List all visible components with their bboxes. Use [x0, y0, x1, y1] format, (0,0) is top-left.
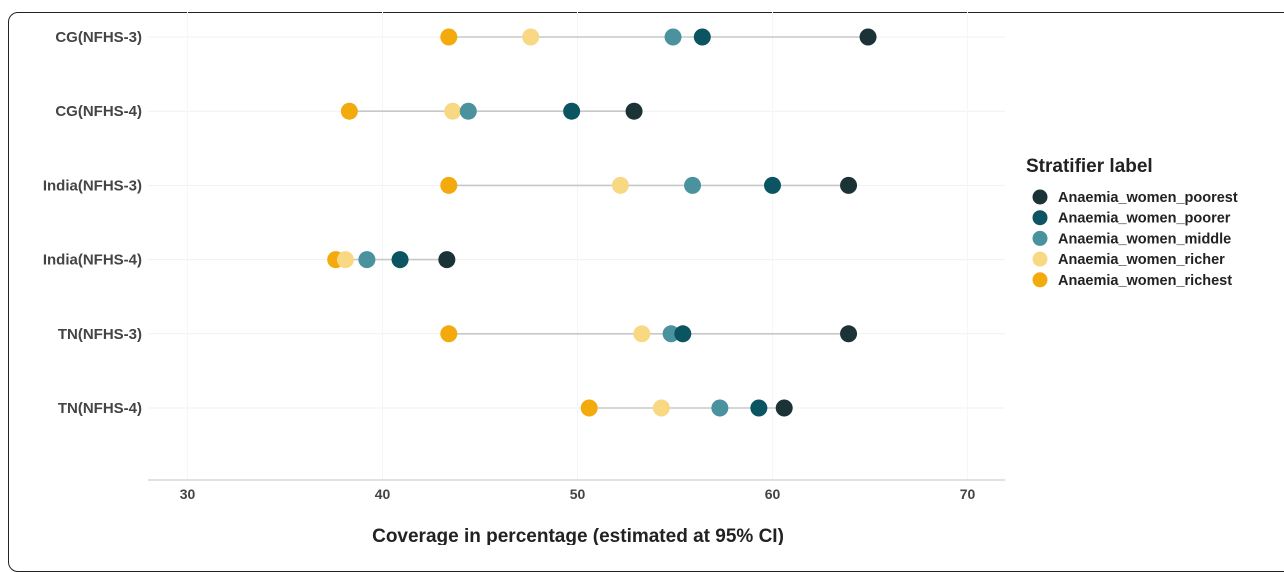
- data-point: [840, 325, 858, 343]
- data-point: [662, 325, 680, 343]
- range-segments: [335, 36, 869, 409]
- category-labels: CG(NFHS-3) CG(NFHS-4) India(NFHS-3) India(N…: [43, 29, 142, 417]
- category-label: India(NFHS-3): [43, 177, 142, 194]
- data-point: [633, 325, 651, 343]
- category-label: TN(NFHS-4): [58, 400, 142, 417]
- legend-swatch: [1032, 272, 1048, 288]
- data-point: [859, 28, 877, 46]
- data-point: [693, 28, 711, 46]
- data-point: [684, 176, 702, 194]
- data-point: [711, 399, 729, 417]
- data-point: [840, 176, 858, 194]
- legend-entry: Anaemia_women_poorer: [1058, 211, 1231, 227]
- data-point: [775, 399, 793, 417]
- data-point: [664, 28, 682, 46]
- data-point: [674, 325, 692, 343]
- data-point: [440, 325, 458, 343]
- data-point: [764, 176, 781, 194]
- data-point: [459, 102, 477, 120]
- data-point: [750, 399, 768, 417]
- grid-layer: [148, 10, 1005, 480]
- data-point: [440, 176, 458, 194]
- category-label: India(NFHS-4): [43, 252, 142, 269]
- data-point: [444, 102, 462, 120]
- x-tick-label: 70: [960, 486, 976, 502]
- data-point: [580, 399, 598, 417]
- legend-swatch: [1032, 189, 1048, 205]
- data-point: [438, 251, 456, 269]
- legend-entry: Anaemia_women_richer: [1058, 252, 1225, 268]
- legend-swatch: [1032, 230, 1048, 246]
- x-tick-label: 50: [570, 486, 586, 502]
- category-label: TN(NFHS-3): [58, 326, 142, 343]
- data-point: [625, 102, 643, 120]
- x-tick-label: 30: [180, 486, 196, 502]
- data-point: [563, 102, 581, 120]
- data-point: [358, 251, 376, 269]
- legend-swatch: [1032, 210, 1048, 226]
- data-point: [611, 176, 629, 194]
- legend-entry: Anaemia_women_middle: [1058, 231, 1231, 247]
- data-point: [522, 28, 540, 46]
- data-point: [391, 251, 409, 269]
- data-point: [336, 251, 354, 269]
- legend-entry: Anaemia_women_richest: [1058, 273, 1232, 289]
- legend: Stratifier label Anaemia_women_poorest An…: [1026, 156, 1238, 289]
- legend-swatch: [1032, 251, 1048, 267]
- x-axis-title: Coverage in percentage (estimated at 95%…: [372, 526, 784, 545]
- category-label: CG(NFHS-3): [55, 29, 142, 46]
- category-label: CG(NFHS-4): [55, 103, 142, 120]
- data-point: [652, 399, 670, 417]
- data-points: [327, 28, 877, 417]
- tick-labels: 30 40 50 60 70: [180, 486, 976, 502]
- data-point: [340, 102, 358, 120]
- data-point: [440, 28, 458, 46]
- legend-entry: Anaemia_women_poorest: [1058, 190, 1238, 206]
- legend-title: Stratifier label: [1026, 156, 1153, 177]
- x-tick-label: 60: [765, 486, 781, 502]
- x-tick-label: 40: [375, 486, 391, 502]
- dumbbell-chart: CG(NFHS-3) CG(NFHS-4) India(NFHS-3) India(N…: [42, 10, 1238, 545]
